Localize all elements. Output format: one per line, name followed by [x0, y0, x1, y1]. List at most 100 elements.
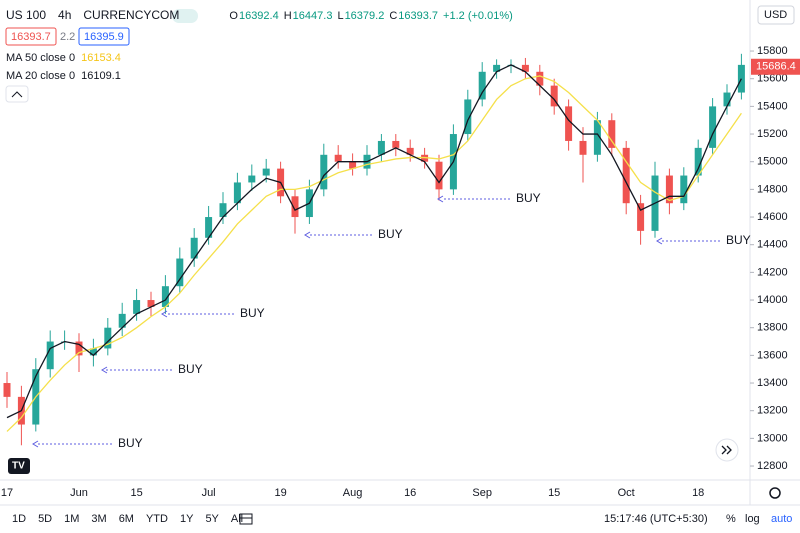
scroll-button[interactable] — [715, 438, 739, 462]
ohlc-key: O — [229, 10, 238, 22]
buy-price[interactable]: 16395.9 — [84, 31, 124, 43]
buy-box[interactable] — [78, 27, 130, 46]
candle-body — [233, 182, 241, 204]
candle-body — [334, 154, 342, 162]
currency-label: USD — [764, 9, 787, 21]
x-tick-label: 15 — [548, 487, 560, 499]
scale-option[interactable]: auto — [771, 513, 792, 525]
candle-body — [133, 300, 141, 314]
y-tick-label: 13400 — [757, 377, 788, 389]
moving-average-line — [6, 64, 742, 419]
logo-text: TV — [12, 461, 25, 472]
candle-body — [349, 161, 357, 169]
clock: 15:17:46 (UTC+5:30) — [604, 513, 708, 525]
y-tick-label: 14400 — [757, 239, 788, 251]
y-tick-label: 14800 — [757, 183, 788, 195]
candle-body — [680, 175, 688, 204]
date-range-icon[interactable] — [239, 513, 253, 525]
logo[interactable] — [8, 458, 30, 474]
x-tick-label: Jun — [70, 487, 88, 499]
sell-box[interactable] — [5, 27, 57, 46]
candle-body — [593, 120, 601, 155]
candle-body — [406, 147, 414, 155]
range-button[interactable]: 5Y — [205, 513, 219, 525]
market-status[interactable] — [172, 9, 198, 23]
y-tick-label: 13000 — [757, 432, 788, 444]
candle-body — [723, 92, 731, 107]
moving-average-line — [6, 75, 742, 432]
range-button[interactable]: 1D — [12, 513, 26, 525]
candle-body — [377, 140, 385, 155]
last-price-label: 15686.4 — [756, 61, 796, 73]
y-tick-label: 15600 — [757, 73, 788, 85]
candle-body — [3, 383, 11, 397]
y-tick-label: 13600 — [757, 349, 788, 361]
candle-body — [694, 147, 702, 176]
range-button[interactable]: 1Y — [180, 513, 194, 525]
candle-body — [147, 300, 155, 307]
range-button[interactable]: YTD — [146, 513, 168, 525]
annotation-label: BUY — [118, 436, 143, 450]
candle-body — [89, 348, 97, 356]
candle-body — [536, 71, 544, 86]
x-tick-label: 19 — [274, 487, 286, 499]
range-button[interactable]: All — [231, 513, 243, 525]
indicator-value: 16109.1 — [81, 70, 121, 82]
annotation-arrowhead — [32, 440, 39, 448]
annotation-label: BUY — [378, 227, 403, 241]
y-tick-label: 12800 — [757, 460, 788, 472]
last-price-tag — [751, 58, 800, 75]
candle-body — [205, 217, 213, 238]
candle-body — [665, 175, 673, 204]
y-tick-label: 15200 — [757, 128, 788, 140]
x-tick-label: Aug — [343, 487, 363, 499]
ohlc-key: L — [337, 10, 343, 22]
range-button[interactable]: 3M — [91, 513, 106, 525]
sell-price[interactable]: 16393.7 — [11, 31, 51, 43]
candle-body — [75, 341, 83, 356]
x-tick-label: 15 — [130, 487, 142, 499]
y-tick-label: 15800 — [757, 45, 788, 57]
annotation-label: BUY — [726, 233, 751, 247]
scale-option[interactable]: % — [726, 513, 736, 525]
indicator-name: MA 20 close 0 — [6, 70, 75, 82]
indicator-name: MA 50 close 0 — [6, 52, 75, 64]
candle-body — [565, 106, 573, 141]
annotation-arrowhead — [437, 195, 444, 203]
x-tick-label: 17 — [1, 487, 13, 499]
ohlc-value: 16392.4 — [239, 10, 279, 22]
ohlc-value: 16447.3 — [293, 10, 333, 22]
indicator-value: 16153.4 — [81, 52, 121, 64]
ohlc-value: 16379.2 — [345, 10, 385, 22]
annotation-label: BUY — [516, 191, 541, 205]
x-tick-label: 16 — [404, 487, 416, 499]
candle-body — [521, 64, 529, 72]
currency-button[interactable] — [757, 5, 795, 25]
annotation-arrowhead — [304, 231, 311, 239]
spread: 2.2 — [60, 31, 75, 43]
settings-icon[interactable] — [769, 487, 781, 499]
x-tick-label: Oct — [618, 487, 635, 499]
y-tick-label: 14000 — [757, 294, 788, 306]
collapse-icon — [11, 91, 23, 98]
scale-option[interactable]: log — [745, 513, 760, 525]
range-button[interactable]: 5D — [38, 513, 52, 525]
ohlc-key: H — [284, 10, 292, 22]
y-tick-label: 15000 — [757, 156, 788, 168]
annotation-label: BUY — [178, 362, 203, 376]
collapse-button[interactable] — [5, 85, 29, 103]
candle-body — [291, 196, 299, 218]
candle-body — [464, 99, 472, 135]
candle-body — [579, 140, 587, 155]
candle-body — [46, 341, 54, 370]
candle-body — [392, 140, 400, 148]
range-button[interactable]: 6M — [119, 513, 134, 525]
range-button[interactable]: 1M — [64, 513, 79, 525]
candle-body — [320, 154, 328, 190]
price-change: +1.2 (+0.01%) — [443, 10, 513, 22]
candle-body — [709, 106, 717, 148]
annotation-arrowhead — [656, 237, 663, 245]
candle-body — [161, 286, 169, 307]
source: CURRENCYCOM — [83, 8, 179, 22]
